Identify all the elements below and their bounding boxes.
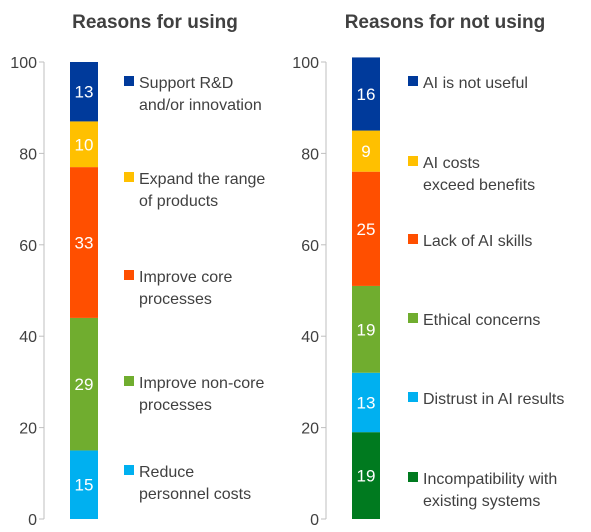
data-label: 29 [75, 375, 94, 394]
y-tick-label: 60 [19, 238, 37, 255]
data-label: 16 [357, 85, 376, 104]
y-tick-label: 40 [301, 329, 319, 346]
legend-label: Expand the range [139, 171, 265, 188]
legend-swatch [408, 392, 418, 402]
legend-label: Improve core [139, 269, 232, 286]
chart-title: Reasons for not using [345, 12, 546, 33]
legend-label: AI costs [423, 155, 480, 172]
data-label: 10 [75, 135, 94, 154]
bar-segment [352, 130, 380, 172]
legend-swatch [408, 76, 418, 86]
legend-label: personnel costs [139, 486, 251, 503]
legend-label: existing systems [423, 493, 540, 510]
legend-swatch [124, 270, 134, 280]
legend-swatch [124, 172, 134, 182]
bar-segment [70, 317, 98, 451]
data-label: 9 [361, 142, 370, 161]
legend-swatch [408, 234, 418, 244]
legend-swatch [124, 465, 134, 475]
y-tick-label: 60 [301, 238, 319, 255]
y-tick-label: 20 [301, 421, 319, 438]
y-tick-label: 100 [10, 55, 37, 72]
legend-label: AI is not useful [423, 75, 528, 92]
data-label: 13 [75, 83, 94, 102]
chart-panel-reasons-for-using: Reasons for using 0 20 40 60 80 100 15 Reduce pe… [10, 12, 265, 529]
data-label: 15 [75, 476, 94, 495]
legend-label: Distrust in AI results [423, 391, 564, 408]
legend-swatch [408, 472, 418, 482]
legend-label: Support R&D [139, 75, 233, 92]
legend-label: exceed benefits [423, 177, 535, 194]
data-label: 13 [357, 393, 376, 412]
data-label: 19 [357, 467, 376, 486]
bar-segment [352, 432, 380, 519]
legend-swatch [408, 313, 418, 323]
legend-label: and/or innovation [139, 97, 262, 114]
data-label: 19 [357, 320, 376, 339]
bar-segment [70, 167, 98, 318]
data-label: 33 [75, 234, 94, 253]
legend-label: Improve non-core [139, 375, 264, 392]
bar-segment [70, 62, 98, 122]
legend-label: processes [139, 291, 212, 308]
y-tick-label: 0 [310, 512, 319, 529]
chart-panel-reasons-for-not-using: Reasons for not using 0 20 40 60 80 100 19 Inco… [292, 12, 564, 529]
legend-label: of products [139, 193, 218, 210]
legend-label: Reduce [139, 464, 194, 481]
bar-segment [352, 372, 380, 433]
y-tick-label: 20 [19, 421, 37, 438]
y-tick-label: 80 [19, 146, 37, 163]
bar-segment [352, 171, 380, 286]
legend-swatch [124, 76, 134, 86]
legend-swatch [124, 376, 134, 386]
legend-label: Lack of AI skills [423, 233, 532, 250]
bar-segment [352, 285, 380, 373]
y-tick-label: 40 [19, 329, 37, 346]
legend-label: Incompatibility with [423, 471, 557, 488]
legend-label: Ethical concerns [423, 312, 540, 329]
y-tick-label: 80 [301, 146, 319, 163]
bar-segment [352, 57, 380, 131]
legend-label: processes [139, 397, 212, 414]
legend-swatch [408, 156, 418, 166]
y-tick-label: 0 [28, 512, 37, 529]
chart-title: Reasons for using [72, 12, 238, 33]
bar-segment [70, 450, 98, 519]
y-tick-label: 100 [292, 55, 319, 72]
bar-segment [70, 121, 98, 168]
data-label: 25 [357, 220, 376, 239]
